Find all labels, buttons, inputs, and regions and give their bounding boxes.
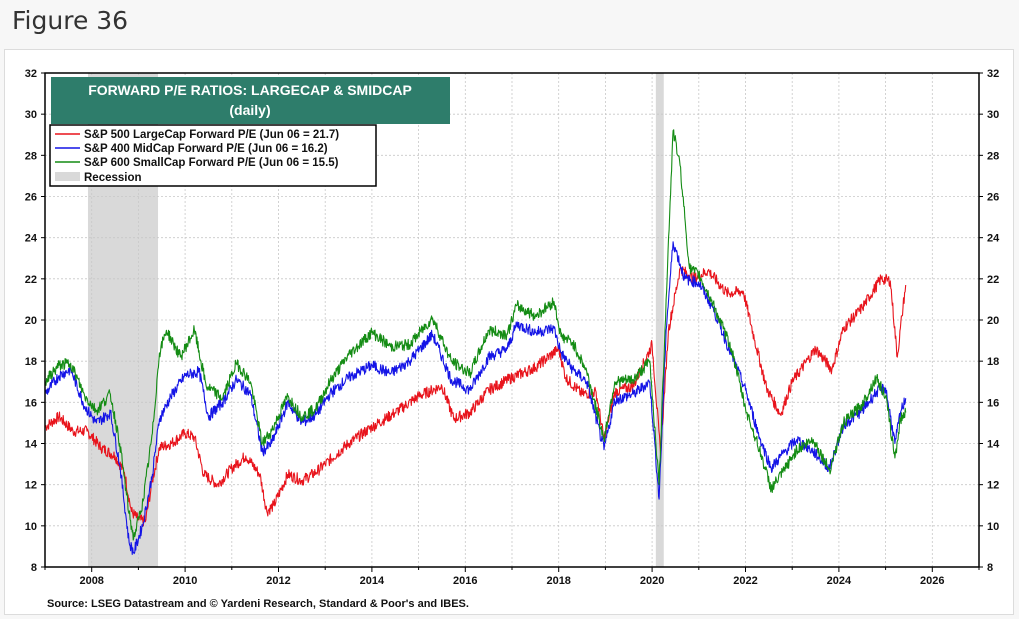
y-tick-label-left-2: 12 (25, 480, 37, 492)
y-tick-label-left-11: 30 (25, 109, 37, 121)
recession-band-1 (655, 73, 664, 567)
x-tick-label-2: 2012 (266, 575, 290, 587)
x-tick-label-1: 2010 (173, 575, 197, 587)
y-tick-label-right-3: 14 (987, 439, 1000, 451)
x-tick-label-7: 2022 (733, 575, 757, 587)
chart-subtitle: (daily) (229, 102, 270, 118)
legend-swatch-recession (55, 172, 80, 181)
y-tick-label-right-4: 16 (987, 397, 999, 409)
y-tick-label-left-9: 26 (25, 192, 37, 204)
y-tick-label-left-6: 20 (25, 315, 37, 327)
y-tick-label-left-1: 10 (25, 521, 37, 533)
y-tick-label-right-10: 28 (987, 150, 999, 162)
x-tick-label-4: 2016 (453, 575, 477, 587)
y-tick-label-left-7: 22 (25, 274, 37, 286)
x-tick-label-8: 2024 (827, 575, 852, 587)
x-tick-label-9: 2026 (920, 575, 944, 587)
legend-label-smallcap: S&P 600 SmallCap Forward P/E (Jun 06 = 1… (84, 157, 339, 169)
series-line-0 (44, 265, 907, 527)
y-tick-label-right-1: 10 (987, 521, 999, 533)
y-tick-label-left-4: 16 (25, 397, 37, 409)
y-tick-label-right-0: 8 (987, 562, 993, 574)
y-tick-label-left-3: 14 (25, 439, 38, 451)
x-tick-label-6: 2020 (640, 575, 664, 587)
y-tick-label-right-11: 30 (987, 109, 999, 121)
y-tick-label-left-0: 8 (31, 562, 37, 574)
series-line-2 (44, 129, 907, 541)
y-tick-label-right-12: 32 (987, 68, 999, 80)
y-tick-label-right-9: 26 (987, 192, 999, 204)
legend-label-largecap: S&P 500 LargeCap Forward P/E (Jun 06 = 2… (84, 129, 339, 141)
x-tick-label-0: 2008 (79, 575, 103, 587)
legend-box (49, 124, 377, 187)
y-tick-label-right-5: 18 (987, 356, 999, 368)
x-tick-label-5: 2018 (546, 575, 570, 587)
y-tick-label-right-8: 24 (987, 233, 1000, 245)
chart-title: FORWARD P/E RATIOS: LARGECAP & SMIDCAP (88, 82, 412, 98)
legend-label-recession: Recession (84, 172, 142, 184)
y-tick-label-right-2: 12 (987, 480, 999, 492)
legend-label-midcap: S&P 400 MidCap Forward P/E (Jun 06 = 16.… (84, 143, 328, 155)
chart-title-box: FORWARD P/E RATIOS: LARGECAP & SMIDCAP (… (51, 77, 450, 124)
y-tick-label-left-10: 28 (25, 150, 37, 162)
legend: S&P 500 LargeCap Forward P/E (Jun 06 = 2… (49, 124, 377, 187)
figure-label: Figure 36 (12, 6, 129, 35)
series-layer (44, 129, 907, 555)
title-box-bg (51, 77, 450, 124)
y-tick-label-left-8: 24 (25, 233, 38, 245)
series-line-1 (44, 241, 907, 555)
y-tick-label-right-7: 22 (987, 274, 999, 286)
y-tick-label-right-6: 20 (987, 315, 999, 327)
x-tick-label-3: 2014 (360, 575, 385, 587)
chart-source: Source: LSEG Datastream and © Yardeni Re… (47, 598, 469, 610)
y-tick-label-left-5: 18 (25, 356, 37, 368)
y-tick-label-left-12: 32 (25, 68, 37, 80)
